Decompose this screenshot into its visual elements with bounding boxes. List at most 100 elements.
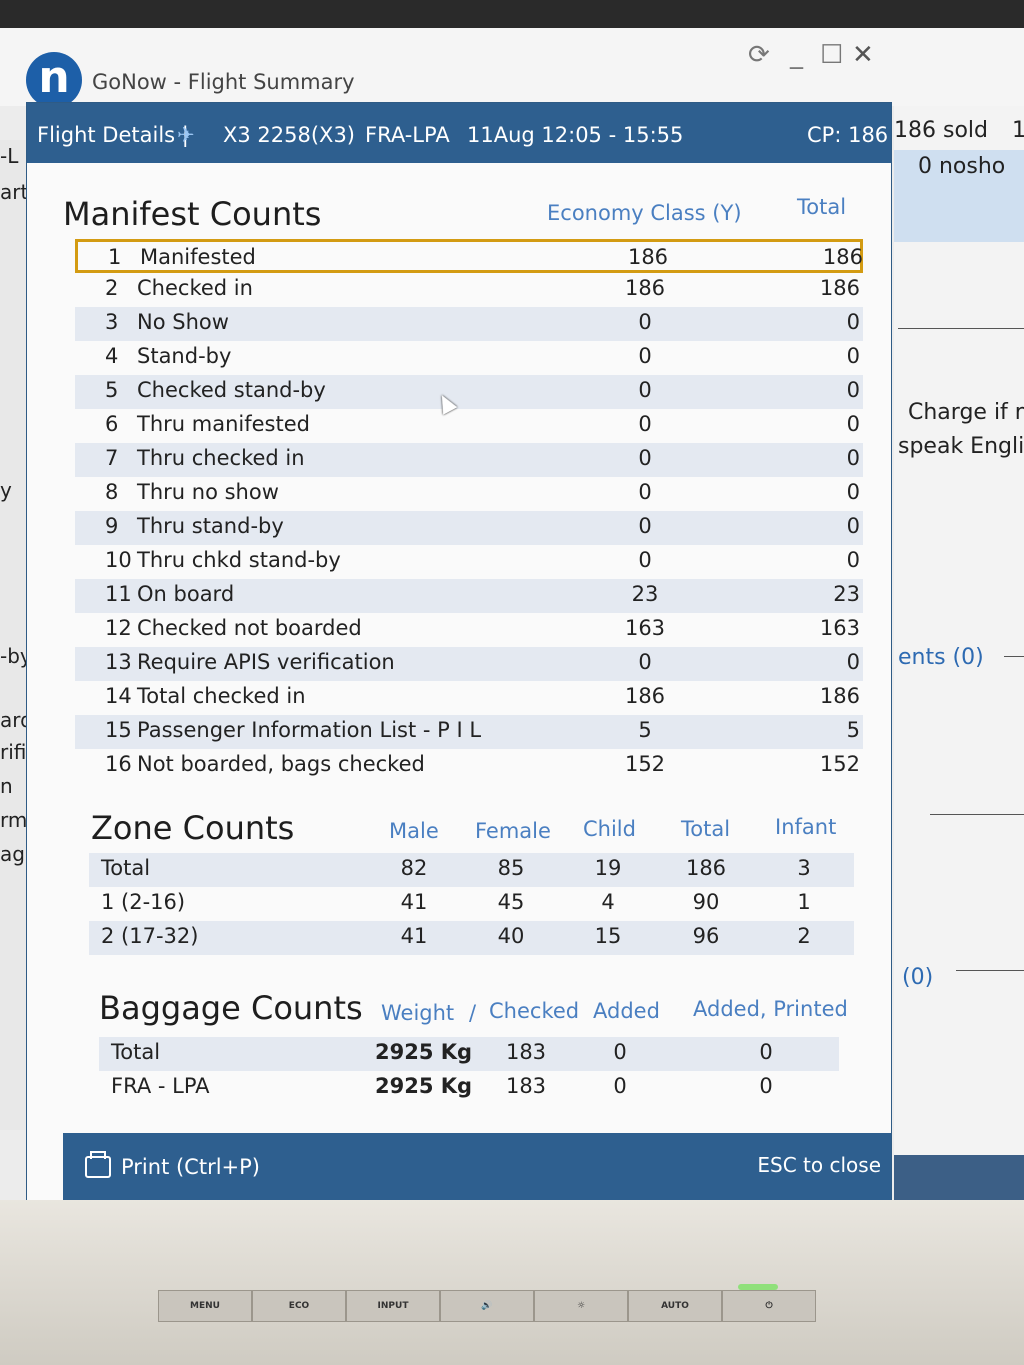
manifest-row[interactable]: 4 Stand-by 0 0 — [75, 341, 863, 375]
monitor-volume-button[interactable]: 🔊 — [440, 1290, 534, 1322]
bg-link-fragment[interactable]: ents (0) — [898, 645, 984, 670]
manifest-row[interactable]: 9 Thru stand-by 0 0 — [75, 511, 863, 545]
esc-close-hint: ESC to close — [757, 1153, 881, 1177]
close-icon[interactable]: ✕ — [852, 40, 874, 70]
manifest-row[interactable]: 6 Thru manifested 0 0 — [75, 409, 863, 443]
monitor-input-button[interactable]: INPUT — [346, 1290, 440, 1322]
bg-divider — [930, 814, 1024, 815]
row-label: On board — [137, 582, 235, 606]
baggage-label: Total — [111, 1040, 161, 1064]
male-value: 82 — [400, 856, 428, 880]
total-value: 0 — [846, 344, 860, 368]
row-label: No Show — [137, 310, 229, 334]
economy-value: 0 — [638, 344, 652, 368]
manifest-row[interactable]: 8 Thru no show 0 0 — [75, 477, 863, 511]
monitor-bezel-bottom — [0, 1200, 1024, 1365]
monitor-power-button[interactable]: ⏻ — [722, 1290, 816, 1322]
manifest-row[interactable]: 1 Manifested 186 186 — [75, 239, 863, 273]
flight-date-time: 11Aug 12:05 - 15:55 — [467, 123, 684, 147]
manifest-row[interactable]: 10 Thru chkd stand-by 0 0 — [75, 545, 863, 579]
total-value: 23 — [833, 582, 860, 606]
economy-value: 0 — [638, 548, 652, 572]
zone-label: Total — [101, 856, 151, 880]
row-number: 15 — [105, 718, 132, 742]
manifest-row[interactable]: 14 Total checked in 186 186 — [75, 681, 863, 715]
dialog-footer: Print (Ctrl+P) ESC to close — [63, 1133, 891, 1203]
manifest-title: Manifest Counts — [63, 195, 322, 233]
bg-left-fragment: -L — [0, 144, 19, 168]
window-titlebar — [0, 28, 1024, 106]
weight-value: 2925 Kg — [375, 1040, 473, 1064]
total-value: 0 — [846, 480, 860, 504]
row-label: Require APIS verification — [137, 650, 395, 674]
manifest-row[interactable]: 15 Passenger Information List - P I L 5 5 — [75, 715, 863, 749]
manifest-row[interactable]: 16 Not boarded, bags checked 152 152 — [75, 749, 863, 783]
maximize-icon[interactable]: ☐ — [820, 40, 844, 70]
row-label: Passenger Information List - P I L — [137, 718, 482, 742]
checked-value: 183 — [505, 1074, 547, 1098]
male-header: Male — [389, 819, 439, 843]
bg-divider — [956, 970, 1024, 971]
manifest-row[interactable]: 11 On board 23 23 — [75, 579, 863, 613]
baggage-row: Total 2925 Kg 183 0 0 — [99, 1037, 839, 1071]
bg-noshow-count: 0 nosho — [918, 154, 1006, 179]
manifest-row[interactable]: 13 Require APIS verification 0 0 — [75, 647, 863, 681]
minimize-icon[interactable]: _ — [790, 40, 803, 70]
economy-value: 0 — [638, 412, 652, 436]
manifest-row[interactable]: 2 Checked in 186 186 — [75, 273, 863, 307]
infant-value: 2 — [797, 924, 811, 948]
added-printed-header: Added, Printed — [693, 997, 848, 1021]
economy-value: 23 — [631, 582, 659, 606]
male-value: 41 — [400, 924, 428, 948]
monitor-buttons: MENU ECO INPUT 🔊 ☼ AUTO ⏻ — [158, 1290, 816, 1322]
child-value: 15 — [594, 924, 622, 948]
total-value: 186 — [819, 684, 860, 708]
row-number: 16 — [105, 752, 132, 776]
monitor-eco-button[interactable]: ECO — [252, 1290, 346, 1322]
row-number: 1 — [108, 245, 122, 269]
flight-route: FRA-LPA — [365, 123, 450, 147]
economy-value: 5 — [638, 718, 652, 742]
row-label: Checked stand-by — [137, 378, 326, 402]
refresh-icon[interactable]: ⟳ — [748, 40, 770, 70]
plane-logo-icon: ✈ — [177, 123, 195, 147]
total-value: 0 — [846, 378, 860, 402]
row-number: 14 — [105, 684, 132, 708]
row-label: Thru checked in — [137, 446, 305, 470]
row-label: Manifested — [140, 245, 256, 269]
total-value: 5 — [846, 718, 860, 742]
monitor-bezel-top — [0, 0, 1024, 28]
manifest-row[interactable]: 5 Checked stand-by 0 0 — [75, 375, 863, 409]
monitor-auto-button[interactable]: AUTO — [628, 1290, 722, 1322]
monitor-menu-button[interactable]: MENU — [158, 1290, 252, 1322]
bg-link-fragment[interactable]: (0) — [902, 965, 934, 990]
row-number: 5 — [105, 378, 119, 402]
row-number: 3 — [105, 310, 119, 334]
economy-value: 152 — [624, 752, 666, 776]
manifest-row[interactable]: 3 No Show 0 0 — [75, 307, 863, 341]
manifest-row[interactable]: 12 Checked not boarded 163 163 — [75, 613, 863, 647]
flight-summary-dialog: Flight Details | ✈ X3 2258(X3) FRA-LPA 1… — [26, 102, 892, 1204]
bg-left-fragment: n — [0, 774, 13, 798]
row-label: Not boarded, bags checked — [137, 752, 425, 776]
zone-total-value: 96 — [692, 924, 720, 948]
total-value: 152 — [819, 752, 860, 776]
zone-total-value: 186 — [685, 856, 727, 880]
power-led-icon — [738, 1284, 778, 1290]
added-header: Added — [593, 999, 660, 1023]
economy-value: 0 — [638, 480, 652, 504]
row-number: 12 — [105, 616, 132, 640]
row-number: 8 — [105, 480, 119, 504]
monitor-brightness-button[interactable]: ☼ — [534, 1290, 628, 1322]
bg-right-fragment: 1 — [1012, 118, 1024, 143]
total-header: Total — [797, 195, 847, 219]
row-label: Thru chkd stand-by — [137, 548, 341, 572]
row-label: Total checked in — [137, 684, 306, 708]
row-label: Checked in — [137, 276, 253, 300]
economy-value: 186 — [627, 245, 669, 269]
manifest-row[interactable]: 7 Thru checked in 0 0 — [75, 443, 863, 477]
print-button[interactable]: Print (Ctrl+P) — [85, 1151, 260, 1179]
added-printed-value: 0 — [759, 1040, 773, 1064]
row-number: 11 — [105, 582, 132, 606]
row-label: Checked not boarded — [137, 616, 362, 640]
